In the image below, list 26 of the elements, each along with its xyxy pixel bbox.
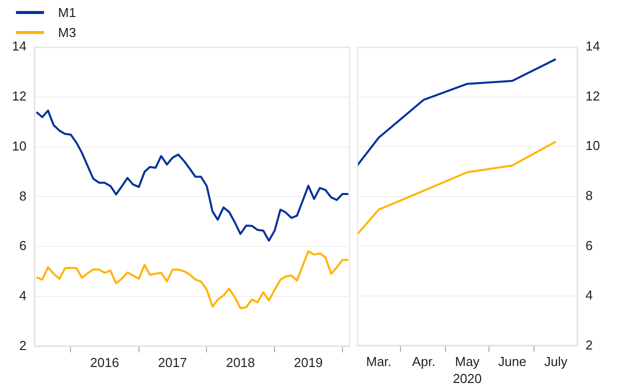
y-tick-label: 12 — [586, 88, 600, 104]
y-tick-label: 8 — [19, 188, 26, 204]
x-tick-label: Mar. — [366, 354, 392, 370]
y-tick-label: 14 — [586, 38, 600, 54]
y-tick-label: 14 — [12, 38, 26, 54]
x-tick-label: 2017 — [158, 354, 187, 370]
y-tick-label: 4 — [586, 288, 593, 303]
x-tick-label: 2018 — [226, 354, 255, 370]
x-axis-title: 2020 — [452, 370, 482, 386]
y-tick-label: 8 — [586, 188, 593, 203]
x-tick-label: 2019 — [294, 354, 323, 370]
y-tick-label: 2 — [19, 338, 26, 353]
x-tick-label: June — [498, 354, 526, 370]
y-tick-label: 12 — [12, 88, 26, 104]
y-tick-label: 10 — [586, 138, 600, 154]
y-tick-label: 4 — [19, 288, 26, 304]
y-tick-label: 10 — [12, 138, 26, 154]
x-tick-label: Apr. — [412, 354, 436, 370]
legend-label: M1 — [58, 4, 76, 20]
x-tick-label: 2016 — [90, 354, 120, 370]
x-tick-label: May — [454, 354, 480, 370]
y-tick-label: 6 — [19, 238, 26, 254]
x-tick-label: July — [544, 354, 568, 370]
y-tick-label: 6 — [586, 238, 593, 253]
y-tick-label: 2 — [586, 337, 593, 352]
legend-label: M3 — [58, 24, 76, 40]
